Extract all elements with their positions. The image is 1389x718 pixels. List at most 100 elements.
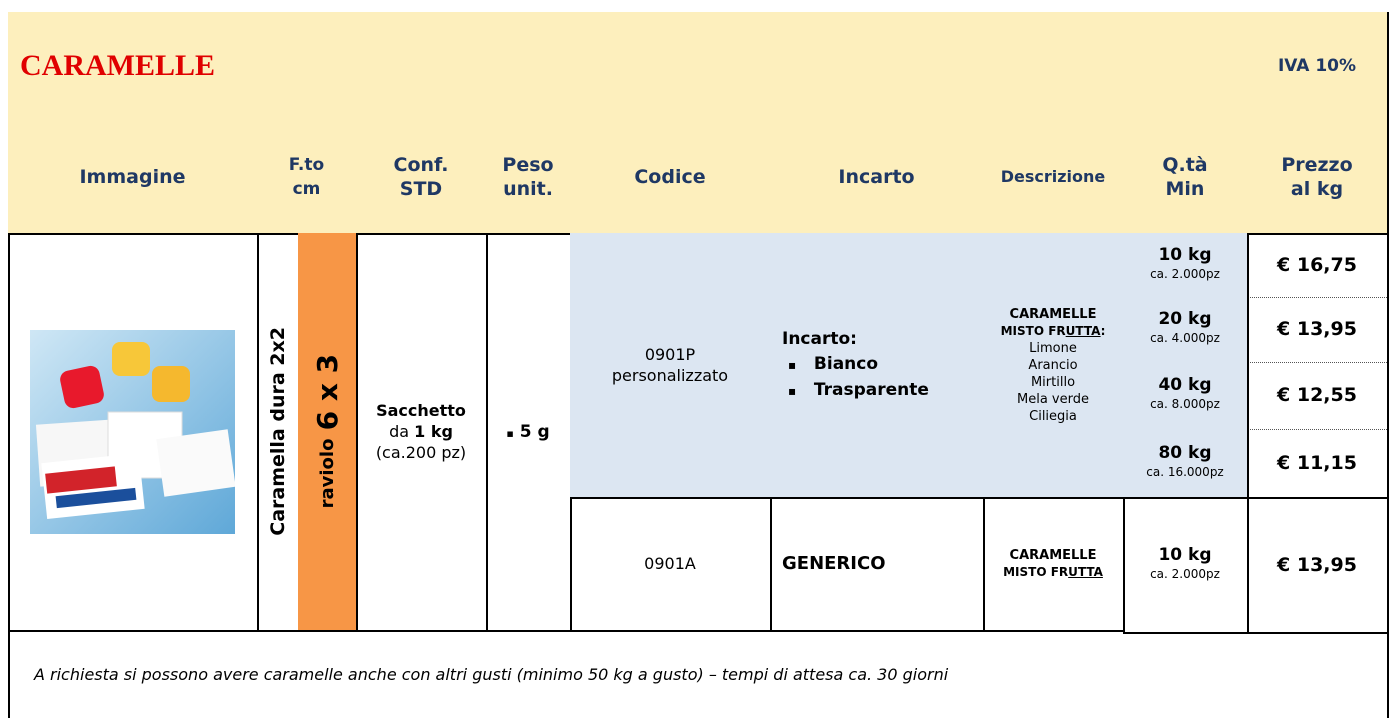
header-cell: Prezzo al kg: [1247, 120, 1389, 235]
code-cell: 0901A: [570, 497, 772, 632]
description-cell: CARAMELLE MISTO FRUTTA: Limone Arancio M…: [983, 233, 1125, 499]
image-cell: [8, 233, 259, 632]
header-cell: Codice: [570, 120, 772, 235]
price-cell: € 13,95: [1247, 497, 1389, 634]
column-header: cm: [292, 178, 321, 199]
column-header: Immagine: [79, 165, 186, 188]
footer-cell: A richiesta si possono avere caramelle a…: [8, 630, 1389, 718]
shape-cell: Caramella dura 2x2: [257, 233, 300, 632]
wrapping-option: Trasparente: [813, 379, 929, 400]
header-cell: Conf. STD: [356, 120, 488, 235]
vat: IVA 10%: [1277, 56, 1357, 76]
code-note: personalizzato: [611, 366, 729, 385]
price-cell: € 16,75: [1247, 233, 1389, 298]
price: € 13,95: [1277, 553, 1357, 576]
wrapping-cell: Incarto: ▪ Bianco ▪ Trasparente: [770, 233, 985, 499]
min-quantity: 10 kg: [1158, 245, 1212, 265]
code: 0901P: [644, 345, 696, 364]
title: CARAMELLE: [20, 49, 216, 82]
column-header: Descrizione: [1000, 166, 1106, 186]
quantity-cell: 80 kg ca. 16.000pz: [1123, 428, 1249, 499]
name-start: MISTO FR: [1000, 323, 1066, 338]
price-cell: € 13,95: [1247, 296, 1389, 363]
description-title: CARAMELLE: [1009, 306, 1097, 322]
wrapping-item: ▪ Trasparente: [788, 379, 929, 400]
size-prefix: raviolo: [316, 438, 338, 509]
weight-cell: ▪ 5 g: [486, 233, 572, 632]
quantity-cell: 10 kg ca. 2.000pz: [1123, 233, 1249, 298]
flavor: Arancio: [1028, 357, 1078, 373]
vat-cell: IVA 10%: [1247, 12, 1389, 122]
min-quantity: 10 kg: [1158, 544, 1212, 565]
price-cell: € 11,15: [1247, 428, 1389, 499]
pieces: ca. 2.000pz: [1150, 566, 1220, 581]
column-header: STD: [399, 177, 443, 200]
wrapping-label: Incarto:: [782, 328, 857, 349]
column-header: F.to: [288, 154, 325, 175]
package-cell: Sacchetto da 1 kg (ca.200 pz): [356, 233, 488, 632]
pieces: ca. 4.000pz: [1150, 331, 1220, 345]
left-border: [8, 12, 10, 718]
price-cell: € 12,55: [1247, 361, 1389, 430]
package: Sacchetto: [376, 401, 466, 420]
header-cell: Immagine: [8, 120, 259, 235]
pieces: ca. 16.000pz: [1146, 464, 1224, 479]
amount: 1 kg: [414, 422, 453, 441]
wrapping-option: Bianco: [813, 353, 879, 374]
column-header: al kg: [1290, 177, 1344, 200]
price: € 13,95: [1277, 318, 1357, 340]
code: 0901A: [644, 554, 696, 573]
description-name: MISTO FRUTTA:: [1001, 323, 1106, 340]
code-cell: 0901P personalizzato: [570, 233, 772, 499]
header-cell: Incarto: [770, 120, 985, 235]
size-label: raviolo 6 x 3: [311, 354, 344, 508]
price: € 11,15: [1277, 451, 1357, 474]
wrapping-label: GENERICO: [782, 553, 886, 574]
name-underlined: UTTA: [1068, 564, 1103, 579]
quantity-cell: 10 kg ca. 2.000pz: [1123, 497, 1249, 634]
flavor: Mela verde: [1017, 391, 1089, 407]
name-start: MISTO FR: [1003, 564, 1069, 579]
price: € 16,75: [1277, 254, 1357, 276]
price: € 12,55: [1277, 384, 1357, 406]
wrapping-item: ▪ Bianco: [788, 353, 879, 374]
column-header: Incarto: [838, 165, 915, 188]
package-prefix: da: [389, 422, 410, 441]
name-underlined: UTTA: [1065, 323, 1101, 338]
min-quantity: 80 kg: [1158, 442, 1212, 463]
column-header: Conf.: [393, 153, 449, 176]
size: 6 x 3: [310, 354, 344, 431]
description-name: MISTO FRUTTA: [1003, 564, 1103, 581]
product-image: [30, 329, 235, 534]
flavor: Mirtillo: [1030, 374, 1076, 390]
pieces: ca. 8.000pz: [1150, 397, 1220, 411]
header-cell: Peso unit.: [486, 120, 572, 235]
footer-note: A richiesta si possono avere caramelle a…: [34, 664, 949, 684]
description-cell: CARAMELLE MISTO FRUTTA: [983, 497, 1125, 632]
candy-shape: Caramella dura 2x2: [266, 327, 289, 536]
column-header: Codice: [634, 165, 706, 188]
min-quantity: 40 kg: [1158, 375, 1212, 395]
column-header: unit.: [503, 177, 553, 200]
column-header: Min: [1165, 177, 1205, 200]
quantity-cell: 20 kg ca. 4.000pz: [1123, 296, 1249, 363]
package-note: (ca.200 pz): [375, 443, 467, 462]
column-header: Prezzo: [1281, 153, 1353, 176]
wrapping-cell: GENERICO: [770, 497, 985, 632]
flavor: Limone: [1029, 340, 1077, 356]
header-cell: Descrizione: [983, 120, 1125, 235]
quantity-cell: 40 kg ca. 8.000pz: [1123, 361, 1249, 430]
column-header: Peso: [502, 153, 554, 176]
flavor: Ciliegia: [1029, 408, 1077, 424]
column-header: Q.tà: [1162, 153, 1208, 176]
unit-weight-line: ▪ 5 g: [506, 421, 550, 442]
package-amount: da 1 kg: [389, 421, 453, 442]
name-colon: :: [1100, 323, 1106, 338]
empty-cell: [983, 12, 1249, 122]
unit-weight: 5 g: [519, 421, 550, 442]
header-cell: F.to cm: [257, 120, 358, 235]
min-quantity: 20 kg: [1158, 309, 1212, 329]
header-cell: Q.tà Min: [1123, 120, 1249, 235]
pieces: ca. 2.000pz: [1150, 267, 1220, 281]
